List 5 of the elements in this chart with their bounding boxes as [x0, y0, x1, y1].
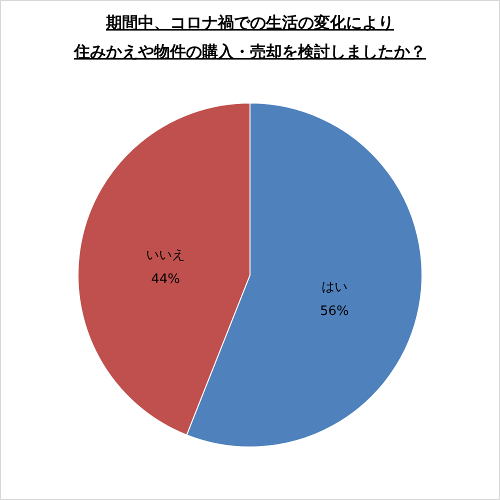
data-label: 56% — [320, 304, 349, 320]
data-label: 44% — [151, 272, 180, 287]
chart-title: 期間中、コロナ禍での生活の変化により住みかえや物件の購入・売却を検討しましたか？ — [73, 13, 426, 61]
slice-label: いいえ — [146, 248, 186, 263]
slice-label: はい — [321, 280, 348, 296]
